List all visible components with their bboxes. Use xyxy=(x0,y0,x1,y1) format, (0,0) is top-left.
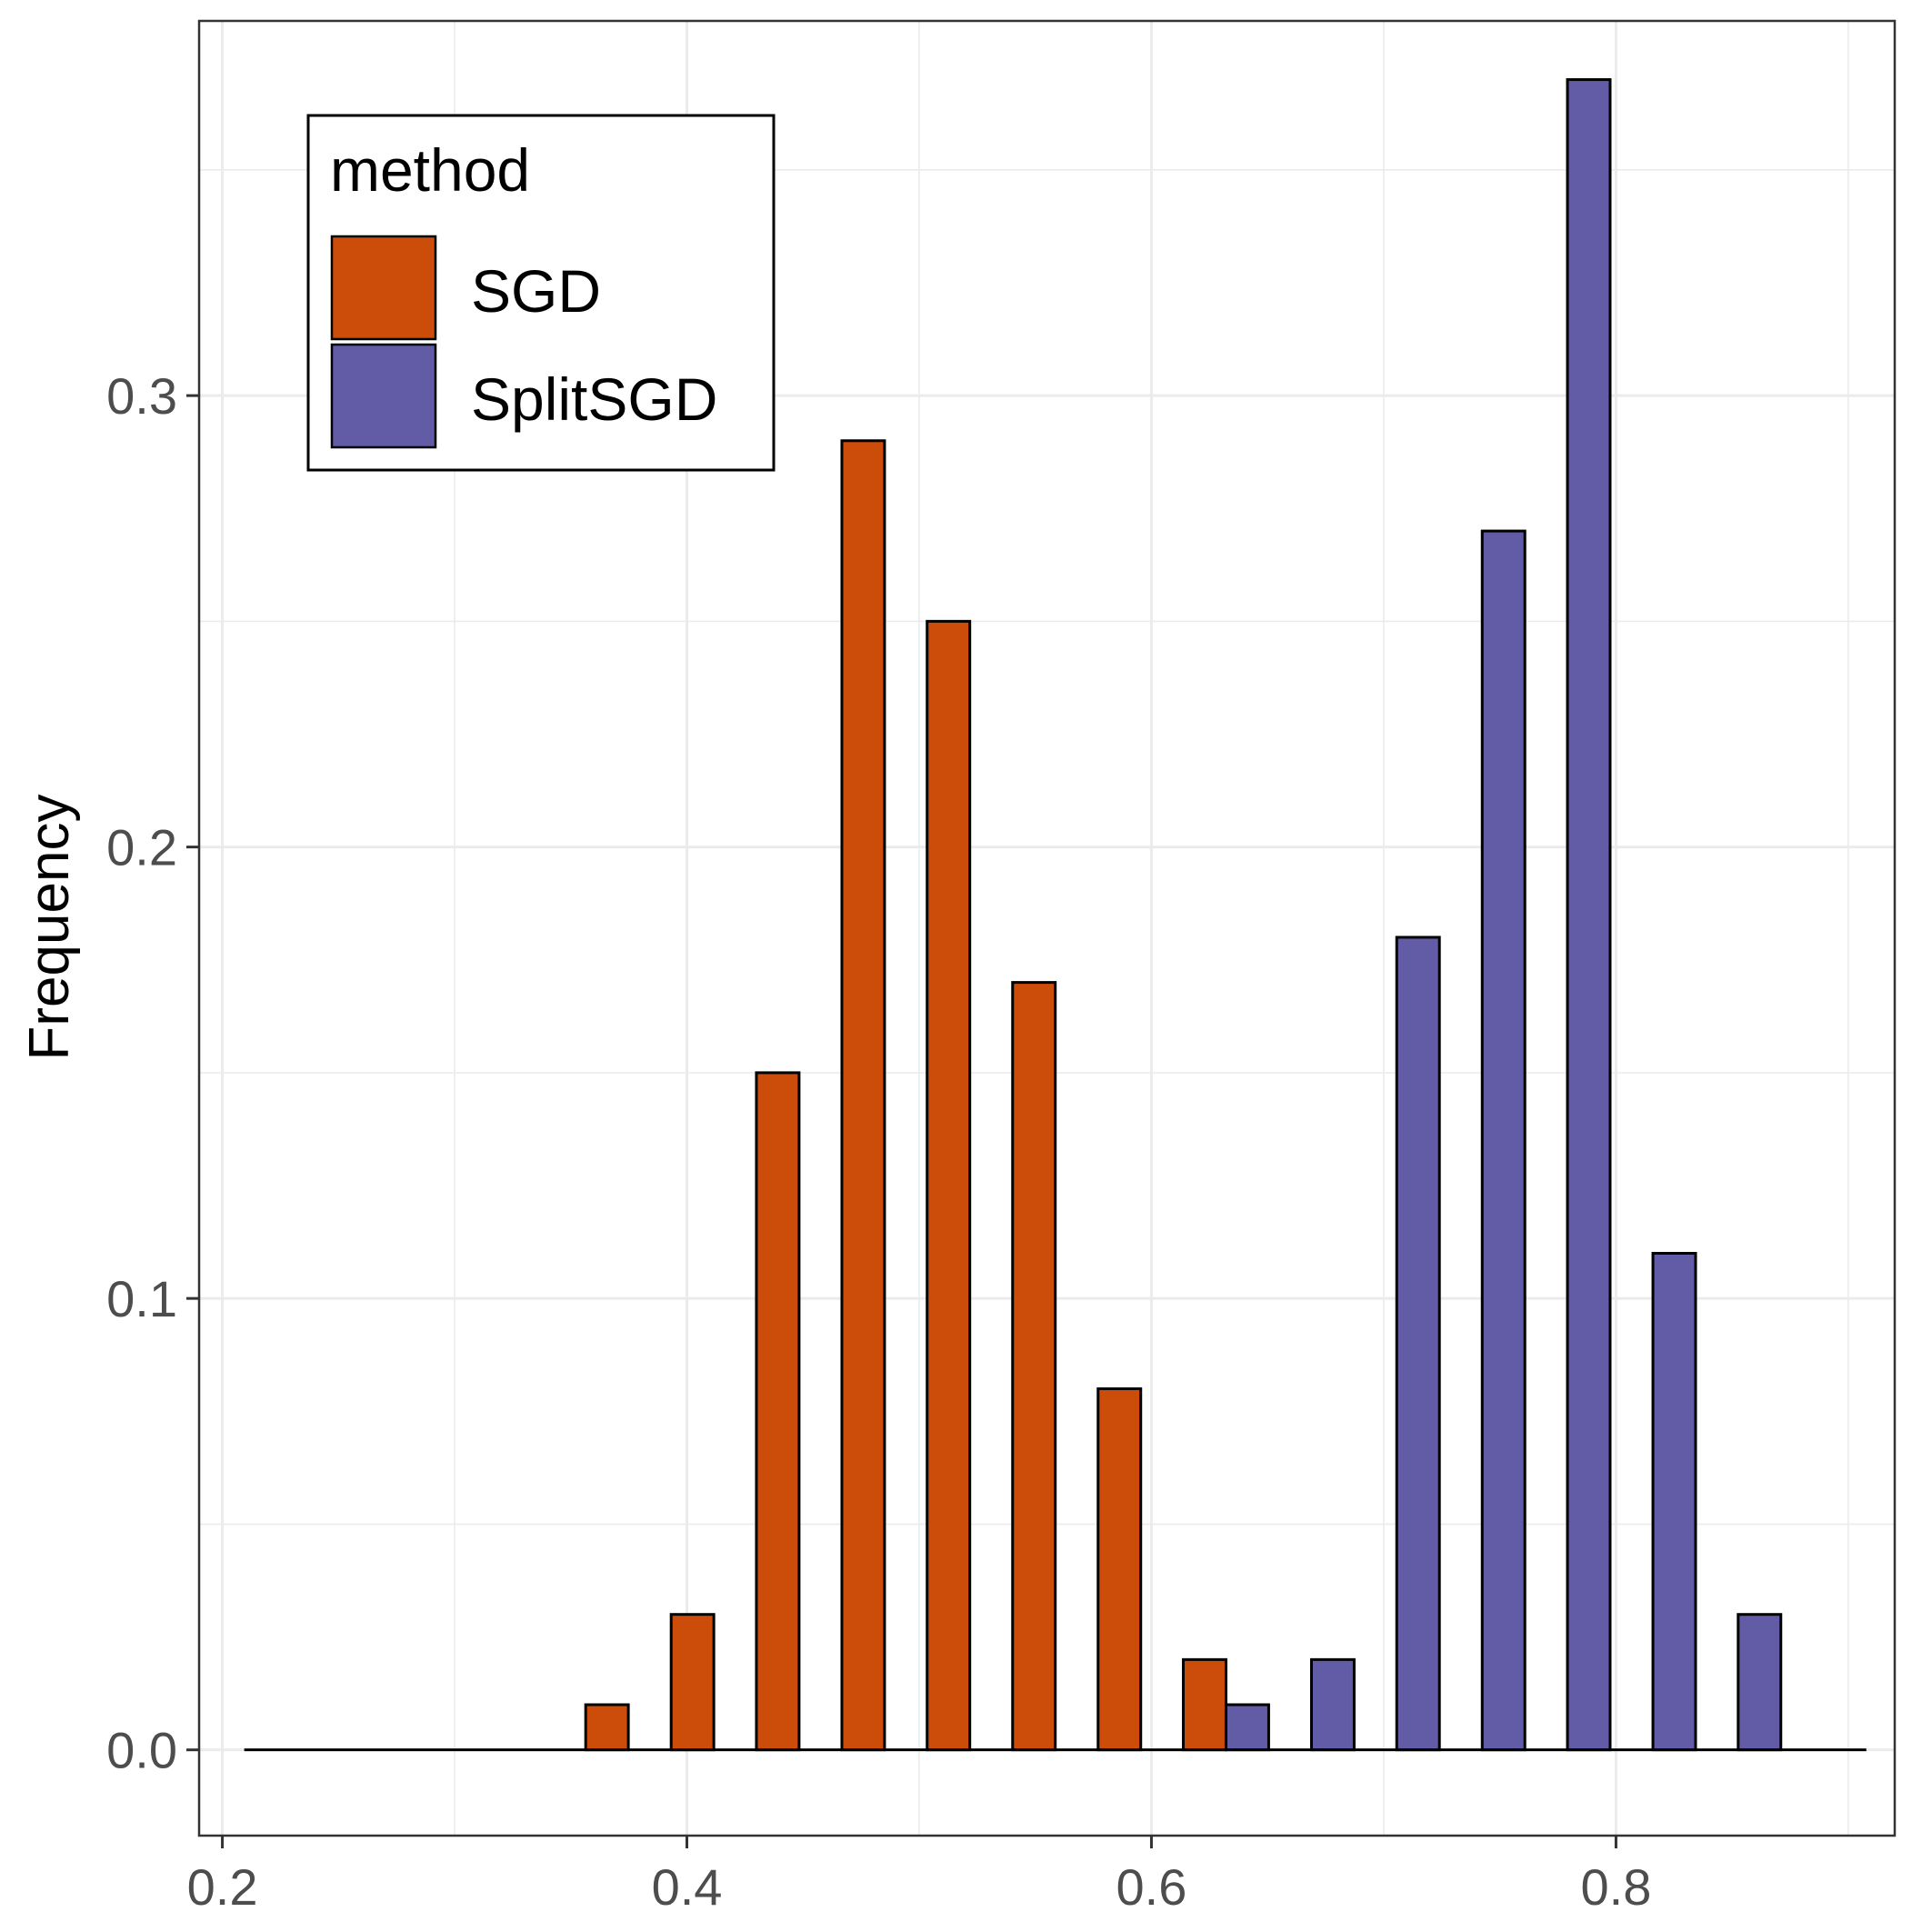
x-tick-label: 0.8 xyxy=(1580,1858,1651,1916)
legend-title: method xyxy=(330,136,530,204)
bar-sgd xyxy=(1011,981,1057,1752)
bar-sgd xyxy=(584,1703,630,1752)
legend-key-splitsgd xyxy=(330,343,437,449)
plot-panel-border xyxy=(197,19,1897,1837)
bar-splitsgd xyxy=(1224,1703,1270,1752)
legend: method SGD SplitSGD xyxy=(306,114,776,472)
legend-label-splitsgd: SplitSGD xyxy=(471,365,717,433)
bar-sgd xyxy=(669,1613,716,1752)
bar-sgd xyxy=(926,619,972,1752)
y-tick-label: 0.2 xyxy=(106,819,177,876)
bar-splitsgd xyxy=(1651,1251,1697,1752)
legend-label-sgd: SGD xyxy=(471,257,601,325)
bar-sgd xyxy=(840,439,886,1752)
bars xyxy=(584,78,1783,1752)
y-tick-label: 0.1 xyxy=(106,1270,177,1327)
bar-splitsgd xyxy=(1309,1657,1356,1752)
y-tick-label: 0.3 xyxy=(106,367,177,425)
bar-splitsgd xyxy=(1480,529,1527,1752)
x-tick-label: 0.4 xyxy=(652,1858,723,1916)
bar-splitsgd xyxy=(1737,1613,1783,1752)
bar-sgd xyxy=(1182,1657,1227,1752)
bar-splitsgd xyxy=(1395,936,1441,1752)
x-tick-label: 0.6 xyxy=(1116,1858,1187,1916)
x-tick-label: 0.2 xyxy=(187,1858,258,1916)
bar-sgd xyxy=(1096,1386,1143,1752)
y-axis-title: Frequency xyxy=(18,795,81,1061)
bar-splitsgd xyxy=(1566,78,1612,1752)
axes: 0.2 0.4 0.6 0.8 0.0 0.1 0.2 0.3 xyxy=(106,367,1651,1916)
y-tick-label: 0.0 xyxy=(106,1722,177,1779)
legend-key-sgd xyxy=(330,235,437,341)
bar-sgd xyxy=(755,1071,801,1752)
